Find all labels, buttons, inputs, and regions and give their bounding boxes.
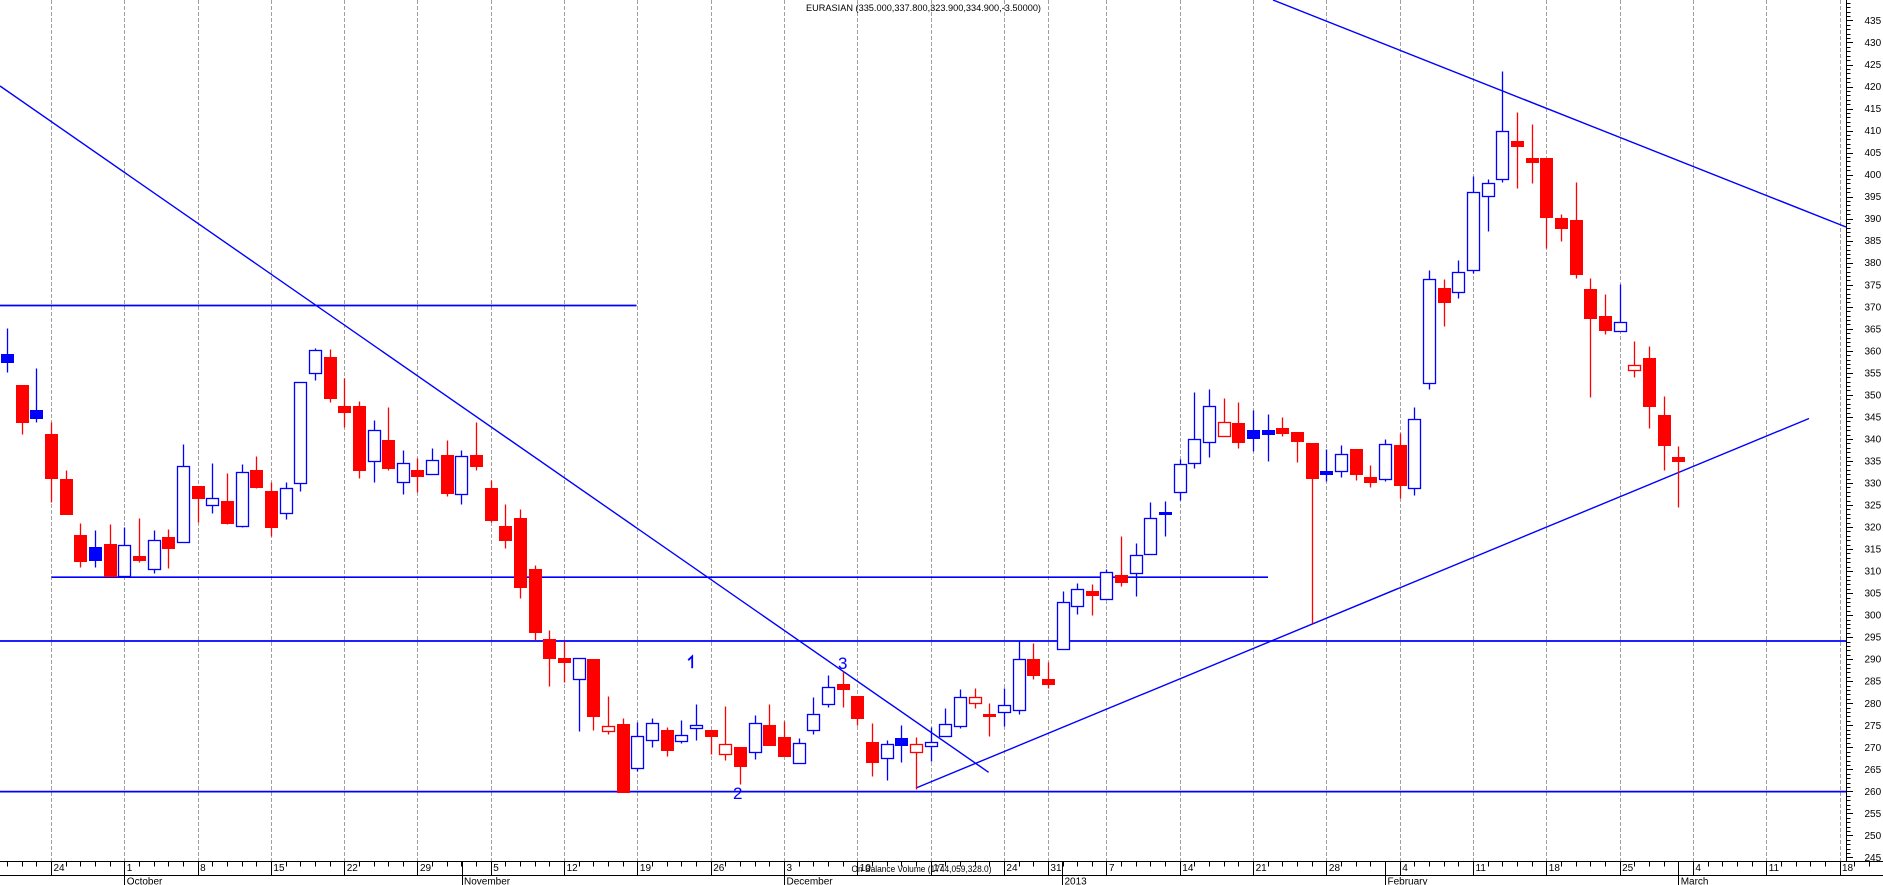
svg-text:26: 26 (713, 863, 725, 874)
svg-text:400: 400 (1865, 170, 1882, 181)
svg-text:375: 375 (1865, 280, 1882, 291)
svg-text:345: 345 (1865, 412, 1882, 423)
svg-text:8: 8 (200, 863, 206, 874)
svg-text:250: 250 (1865, 831, 1882, 842)
svg-text:370: 370 (1865, 302, 1882, 313)
svg-text:December: December (787, 877, 834, 885)
svg-text:12: 12 (567, 863, 579, 874)
svg-text:325: 325 (1865, 501, 1882, 512)
svg-text:355: 355 (1865, 368, 1882, 379)
svg-text:260: 260 (1865, 787, 1882, 798)
svg-text:265: 265 (1865, 765, 1882, 776)
svg-text:360: 360 (1865, 346, 1882, 357)
svg-text:390: 390 (1865, 214, 1882, 225)
svg-text:On Balance Volume (1744,059,32: On Balance Volume (1744,059,328.0) (852, 864, 992, 874)
svg-text:270: 270 (1865, 743, 1882, 754)
svg-text:10: 10 (860, 863, 872, 874)
svg-text:380: 380 (1865, 258, 1882, 269)
svg-text:29: 29 (420, 863, 432, 874)
svg-text:365: 365 (1865, 324, 1882, 335)
svg-text:24: 24 (1006, 863, 1018, 874)
svg-text:31: 31 (1050, 863, 1062, 874)
svg-text:17: 17 (933, 863, 945, 874)
svg-text:19: 19 (640, 863, 652, 874)
svg-text:420: 420 (1865, 82, 1882, 93)
svg-text:385: 385 (1865, 236, 1882, 247)
svg-text:255: 255 (1865, 809, 1882, 820)
svg-text:295: 295 (1865, 633, 1882, 644)
svg-text:395: 395 (1865, 192, 1882, 203)
svg-text:2: 2 (733, 784, 742, 803)
svg-text:February: February (1388, 877, 1428, 885)
svg-text:25: 25 (1622, 863, 1634, 874)
svg-text:7: 7 (1109, 863, 1115, 874)
svg-text:28: 28 (1329, 863, 1341, 874)
svg-text:1: 1 (127, 863, 133, 874)
svg-text:430: 430 (1865, 38, 1882, 49)
svg-text:285: 285 (1865, 677, 1882, 688)
svg-text:24: 24 (54, 863, 66, 874)
svg-text:320: 320 (1865, 523, 1882, 534)
svg-text:415: 415 (1865, 104, 1882, 115)
svg-text:18: 18 (1842, 863, 1854, 874)
svg-text:4: 4 (1402, 863, 1408, 874)
svg-text:280: 280 (1865, 699, 1882, 710)
svg-text:435: 435 (1865, 16, 1882, 27)
svg-text:March: March (1681, 877, 1709, 885)
svg-text:2013: 2013 (1065, 877, 1088, 885)
svg-text:305: 305 (1865, 589, 1882, 600)
svg-text:340: 340 (1865, 435, 1882, 446)
svg-text:275: 275 (1865, 721, 1882, 732)
svg-text:5: 5 (493, 863, 499, 874)
svg-text:330: 330 (1865, 479, 1882, 490)
svg-text:11: 11 (1476, 863, 1487, 874)
svg-text:4: 4 (1695, 863, 1701, 874)
svg-text:3: 3 (787, 863, 793, 874)
svg-text:405: 405 (1865, 148, 1882, 159)
svg-text:335: 335 (1865, 457, 1882, 468)
svg-text:245: 245 (1865, 853, 1882, 864)
svg-text:3: 3 (838, 654, 847, 673)
svg-text:290: 290 (1865, 655, 1882, 666)
svg-text:11: 11 (1769, 863, 1780, 874)
svg-text:18: 18 (1549, 863, 1561, 874)
svg-text:300: 300 (1865, 611, 1882, 622)
svg-text:425: 425 (1865, 60, 1882, 71)
svg-text:22: 22 (347, 863, 359, 874)
svg-text:410: 410 (1865, 126, 1882, 137)
svg-text:350: 350 (1865, 390, 1882, 401)
svg-text:15: 15 (273, 863, 285, 874)
svg-text:21: 21 (1256, 863, 1268, 874)
svg-text:315: 315 (1865, 545, 1882, 556)
svg-text:October: October (127, 877, 163, 885)
svg-text:November: November (464, 877, 511, 885)
svg-text:EURASIAN (335.000,337.800,323.: EURASIAN (335.000,337.800,323.900,334.90… (806, 3, 1041, 13)
svg-text:14: 14 (1182, 863, 1194, 874)
svg-text:310: 310 (1865, 567, 1882, 578)
